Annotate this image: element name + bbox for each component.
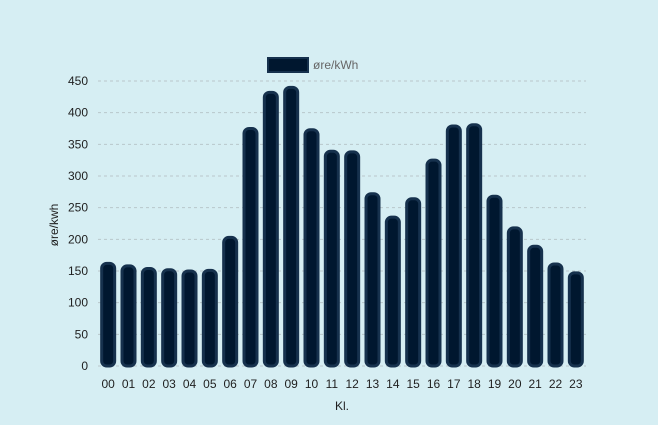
bar-06[interactable]: [222, 235, 239, 368]
bar-10[interactable]: [303, 128, 320, 368]
x-tick-label: 19: [488, 377, 502, 391]
x-tick-label: 06: [223, 377, 237, 391]
x-tick-label: 02: [142, 377, 156, 391]
x-tick-label: 16: [427, 377, 441, 391]
x-tick-label: 18: [467, 377, 481, 391]
x-tick-label: 12: [345, 377, 359, 391]
x-tick-label: 22: [549, 377, 563, 391]
bar-21[interactable]: [527, 244, 544, 368]
x-tick-label: 10: [305, 377, 319, 391]
y-tick-label: 350: [68, 137, 88, 151]
y-axis-ticks: 0 50 100 150 200 250 300 350 400 450: [68, 74, 88, 373]
y-tick-label: 450: [68, 74, 88, 88]
x-tick-label: 17: [447, 377, 461, 391]
bar-18[interactable]: [466, 123, 483, 368]
legend[interactable]: øre/kWh: [267, 57, 358, 73]
bar-05[interactable]: [201, 268, 218, 368]
x-tick-label: 23: [569, 377, 583, 391]
bar-17[interactable]: [445, 124, 462, 368]
bar-16[interactable]: [425, 158, 442, 368]
x-tick-label: 13: [366, 377, 380, 391]
bar-12[interactable]: [344, 150, 361, 368]
x-tick-label: 15: [406, 377, 420, 391]
bar-20[interactable]: [506, 226, 523, 368]
bar-03[interactable]: [161, 268, 178, 368]
x-axis-ticks: 00 01 02 03 04 05 06 07 08 09 10 11 12 13 14 15 16 17 18 19…: [101, 377, 582, 391]
bar-04[interactable]: [181, 269, 198, 368]
legend-swatch[interactable]: [267, 57, 309, 73]
x-tick-label: 01: [122, 377, 136, 391]
bar-14[interactable]: [384, 215, 401, 368]
bar-23[interactable]: [567, 271, 584, 368]
y-tick-label: 200: [68, 232, 88, 246]
bar-22[interactable]: [547, 262, 564, 368]
bar-09[interactable]: [283, 85, 300, 368]
bar-08[interactable]: [262, 90, 279, 368]
x-tick-label: 14: [386, 377, 400, 391]
y-tick-label: 100: [68, 296, 88, 310]
x-tick-label: 00: [101, 377, 115, 391]
y-axis-title: øre/kwh: [47, 204, 61, 247]
bar-07[interactable]: [242, 127, 259, 368]
x-tick-label: 09: [284, 377, 298, 391]
legend-label[interactable]: øre/kWh: [313, 58, 358, 72]
y-tick-label: 50: [75, 327, 89, 341]
x-axis-title: Kl.: [335, 399, 349, 413]
x-tick-label: 11: [326, 377, 339, 391]
bar-11[interactable]: [323, 149, 340, 368]
bar-00[interactable]: [100, 261, 117, 368]
y-tick-label: 400: [68, 106, 88, 120]
x-tick-label: 21: [528, 377, 542, 391]
y-tick-label: 150: [68, 264, 88, 278]
bar-19[interactable]: [486, 194, 503, 368]
bar-15[interactable]: [405, 197, 422, 368]
bars: [100, 85, 584, 368]
x-tick-label: 20: [508, 377, 522, 391]
bar-01[interactable]: [120, 264, 137, 368]
bar-02[interactable]: [140, 266, 157, 368]
x-tick-label: 04: [183, 377, 197, 391]
bar-13[interactable]: [364, 192, 381, 368]
y-tick-label: 300: [68, 169, 88, 183]
x-tick-label: 07: [244, 377, 258, 391]
x-tick-label: 08: [264, 377, 278, 391]
y-tick-label: 0: [81, 359, 88, 373]
y-tick-label: 250: [68, 201, 88, 215]
x-tick-label: 05: [203, 377, 217, 391]
x-tick-label: 03: [162, 377, 176, 391]
